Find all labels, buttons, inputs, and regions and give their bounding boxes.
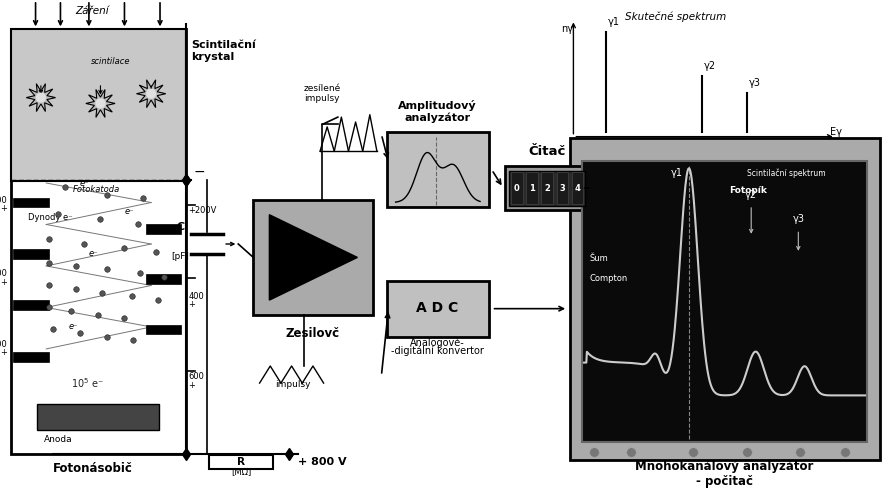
Text: e⁻: e⁻ [124, 207, 133, 216]
Text: +: + [188, 381, 196, 390]
Bar [15, 290, 181, 366]
Bar [13, 300, 49, 310]
Bar [209, 455, 273, 469]
Bar [146, 224, 181, 234]
Text: Eγ: Eγ [830, 127, 842, 137]
Bar [11, 29, 186, 181]
Bar [146, 274, 181, 284]
Text: nγ: nγ [561, 24, 573, 34]
Bar [511, 172, 523, 204]
Text: e⁻: e⁻ [89, 249, 98, 258]
Text: 600: 600 [188, 372, 204, 381]
Text: Zesilovč: Zesilovč [286, 327, 340, 340]
Polygon shape [36, 93, 46, 102]
Polygon shape [95, 99, 106, 108]
Text: γ1: γ1 [671, 168, 683, 178]
Text: 500: 500 [0, 340, 7, 348]
Polygon shape [137, 80, 165, 108]
Text: +: + [0, 348, 7, 357]
Text: e⁻: e⁻ [80, 179, 89, 187]
Bar [13, 198, 49, 207]
Text: γ3: γ3 [749, 78, 760, 88]
Polygon shape [86, 89, 115, 118]
Text: R: R [237, 457, 244, 467]
Text: $10^5$ e⁻: $10^5$ e⁻ [71, 376, 103, 390]
Text: -digitální konvertor: -digitální konvertor [391, 345, 484, 356]
Bar [505, 166, 589, 210]
Text: −: − [194, 165, 205, 179]
Bar [572, 172, 583, 204]
Text: scintilace: scintilace [92, 57, 131, 65]
Text: + 800 V: + 800 V [298, 457, 347, 467]
Polygon shape [269, 215, 357, 300]
Polygon shape [27, 83, 55, 112]
Text: A D C: A D C [416, 302, 459, 315]
Text: Fotonásobič: Fotonásobič [52, 462, 132, 475]
Text: +200V: +200V [188, 206, 217, 215]
Bar [253, 200, 373, 315]
Text: Šum: Šum [589, 254, 608, 263]
Text: Dynody e⁻: Dynody e⁻ [28, 213, 73, 222]
Bar [387, 132, 489, 207]
Text: 1: 1 [529, 184, 535, 193]
Text: 3: 3 [559, 184, 565, 193]
Text: +: + [0, 278, 7, 286]
Text: Scintilační spektrum: Scintilační spektrum [747, 169, 825, 178]
Text: Fotokatoda: Fotokatoda [72, 185, 120, 194]
Polygon shape [146, 89, 156, 99]
Text: 300: 300 [0, 269, 7, 278]
Bar [11, 29, 186, 454]
Text: Amplitudový
analyzátor: Amplitudový analyzátor [398, 100, 477, 123]
Text: 4: 4 [574, 184, 581, 193]
Text: [pF]: [pF] [172, 252, 189, 261]
Bar [13, 352, 49, 362]
Bar [509, 171, 585, 206]
Text: Čitač: Čitač [528, 144, 565, 158]
Text: γ1: γ1 [608, 17, 620, 27]
Text: 2: 2 [544, 184, 550, 193]
Text: Skutečné spektrum: Skutečné spektrum [625, 12, 726, 22]
Bar [13, 249, 49, 259]
Text: C: C [176, 222, 185, 232]
Text: Anoda: Anoda [44, 435, 72, 444]
Text: Scintilační
krystal: Scintilační krystal [191, 41, 256, 62]
Text: Mnohokanálový analyzátor
- počitač: Mnohokanálový analyzátor - počitač [636, 460, 813, 488]
Bar [541, 172, 553, 204]
Bar [570, 138, 880, 460]
Text: 0: 0 [514, 184, 520, 193]
Text: +: + [188, 300, 196, 309]
Text: 100: 100 [0, 196, 7, 204]
Text: e⁻: e⁻ [68, 323, 77, 331]
Text: γ3: γ3 [792, 215, 805, 224]
Bar [146, 325, 181, 334]
Text: +: + [0, 204, 7, 213]
Text: Analogově-: Analogově- [410, 338, 465, 348]
Text: zesílené
impulsy: zesílené impulsy [303, 84, 340, 103]
Text: Záření: Záření [76, 6, 109, 16]
Text: γ2: γ2 [745, 190, 757, 200]
Text: Fotopík: Fotopík [729, 186, 767, 195]
Text: γ2: γ2 [704, 61, 717, 71]
Text: impulsy: impulsy [276, 380, 311, 388]
Bar [37, 404, 159, 430]
Text: [MΩ]: [MΩ] [231, 468, 251, 476]
Bar [557, 172, 568, 204]
Bar [526, 172, 538, 204]
Text: Compton: Compton [589, 274, 628, 283]
Text: 400: 400 [188, 292, 204, 301]
Bar [387, 281, 489, 337]
Bar [582, 161, 867, 442]
